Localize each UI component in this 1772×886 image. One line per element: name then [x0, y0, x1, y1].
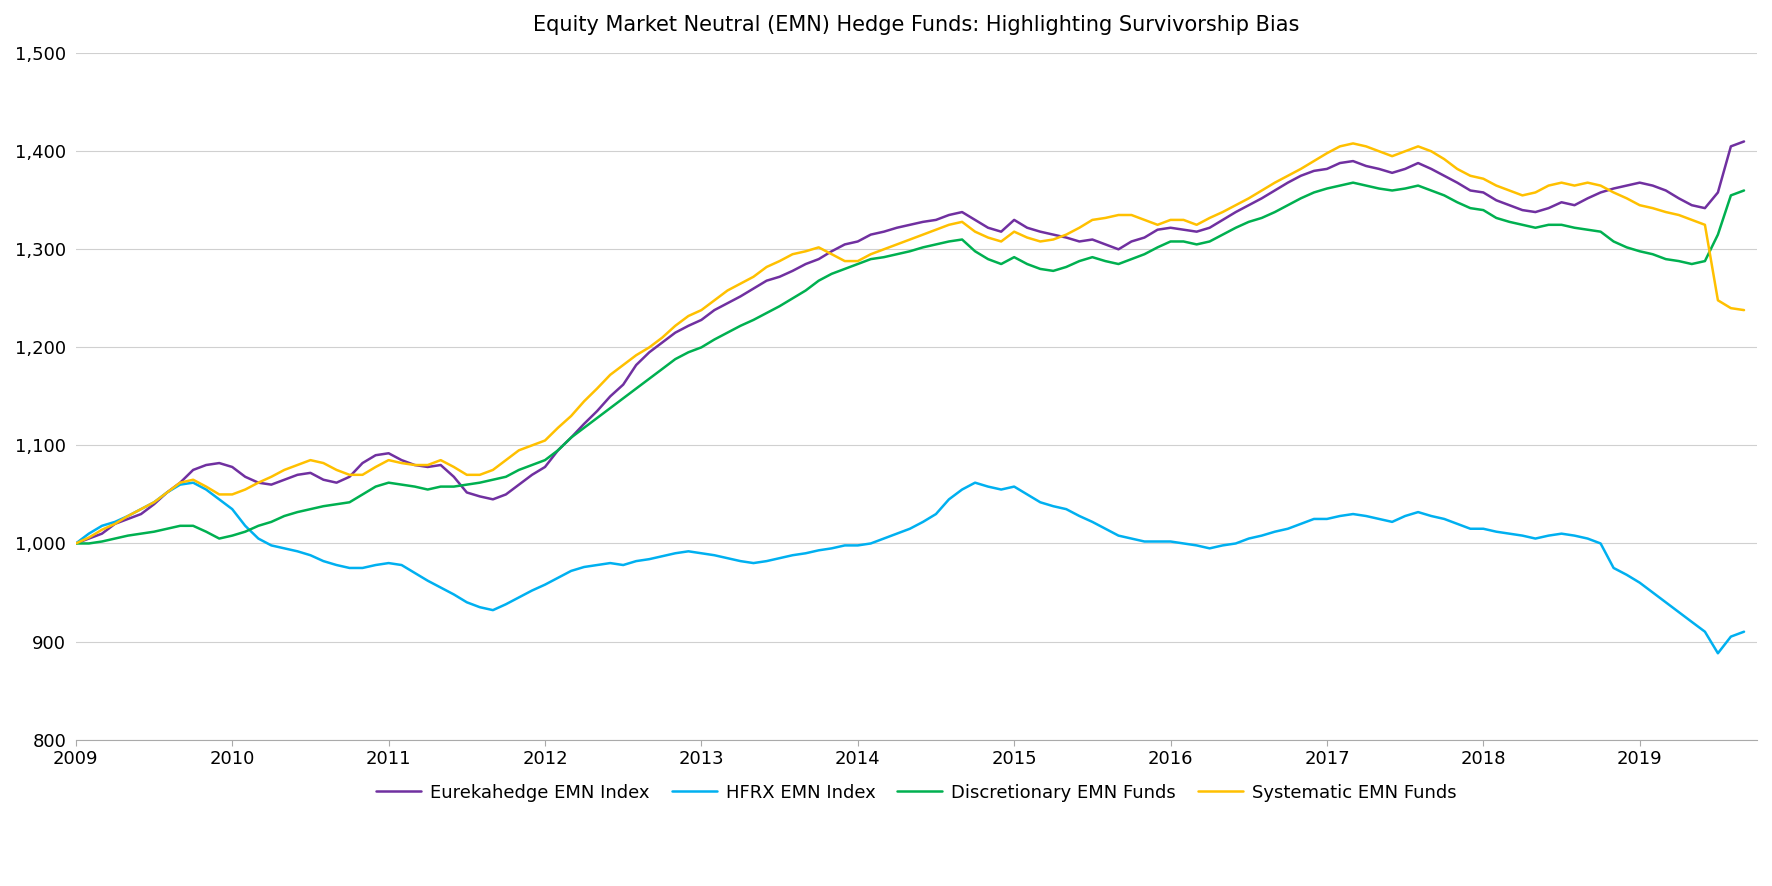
- HFRX EMN Index: [1395, 510, 1416, 521]
- Eurekahedge EMN Index: [1056, 232, 1077, 243]
- Systematic EMN Funds: [939, 220, 960, 230]
- Title: Equity Market Neutral (EMN) Hedge Funds: Highlighting Survivorship Bias: Equity Market Neutral (EMN) Hedge Funds:…: [533, 15, 1299, 35]
- Discretionary EMN Funds: [1343, 177, 1364, 188]
- Eurekahedge EMN Index: [66, 538, 87, 548]
- Discretionary EMN Funds: [1538, 220, 1559, 230]
- Discretionary EMN Funds: [144, 526, 165, 537]
- Systematic EMN Funds: [521, 440, 542, 451]
- Discretionary EMN Funds: [1056, 261, 1077, 272]
- HFRX EMN Index: [144, 497, 165, 508]
- HFRX EMN Index: [535, 579, 556, 590]
- Systematic EMN Funds: [1538, 180, 1559, 190]
- Eurekahedge EMN Index: [1524, 206, 1545, 217]
- Systematic EMN Funds: [144, 497, 165, 508]
- Line: HFRX EMN Index: HFRX EMN Index: [76, 483, 1744, 653]
- Discretionary EMN Funds: [939, 237, 960, 247]
- Discretionary EMN Funds: [521, 460, 542, 470]
- HFRX EMN Index: [952, 485, 973, 495]
- Eurekahedge EMN Index: [144, 499, 165, 509]
- Line: Systematic EMN Funds: Systematic EMN Funds: [76, 144, 1744, 543]
- HFRX EMN Index: [183, 478, 204, 488]
- Eurekahedge EMN Index: [1733, 136, 1754, 147]
- HFRX EMN Index: [1706, 648, 1728, 658]
- Line: Eurekahedge EMN Index: Eurekahedge EMN Index: [76, 142, 1744, 543]
- Line: Discretionary EMN Funds: Discretionary EMN Funds: [76, 183, 1744, 543]
- HFRX EMN Index: [1069, 510, 1090, 521]
- Discretionary EMN Funds: [66, 538, 87, 548]
- Eurekahedge EMN Index: [1382, 167, 1403, 178]
- Eurekahedge EMN Index: [521, 470, 542, 480]
- Systematic EMN Funds: [1395, 146, 1416, 157]
- HFRX EMN Index: [1733, 626, 1754, 637]
- Systematic EMN Funds: [66, 538, 87, 548]
- Systematic EMN Funds: [1343, 138, 1364, 149]
- Eurekahedge EMN Index: [939, 210, 960, 221]
- HFRX EMN Index: [1538, 531, 1559, 541]
- Legend: Eurekahedge EMN Index, HFRX EMN Index, Discretionary EMN Funds, Systematic EMN F: Eurekahedge EMN Index, HFRX EMN Index, D…: [369, 777, 1464, 810]
- Systematic EMN Funds: [1733, 305, 1754, 315]
- Discretionary EMN Funds: [1733, 185, 1754, 196]
- Discretionary EMN Funds: [1395, 183, 1416, 194]
- HFRX EMN Index: [66, 538, 87, 548]
- Systematic EMN Funds: [1056, 229, 1077, 240]
